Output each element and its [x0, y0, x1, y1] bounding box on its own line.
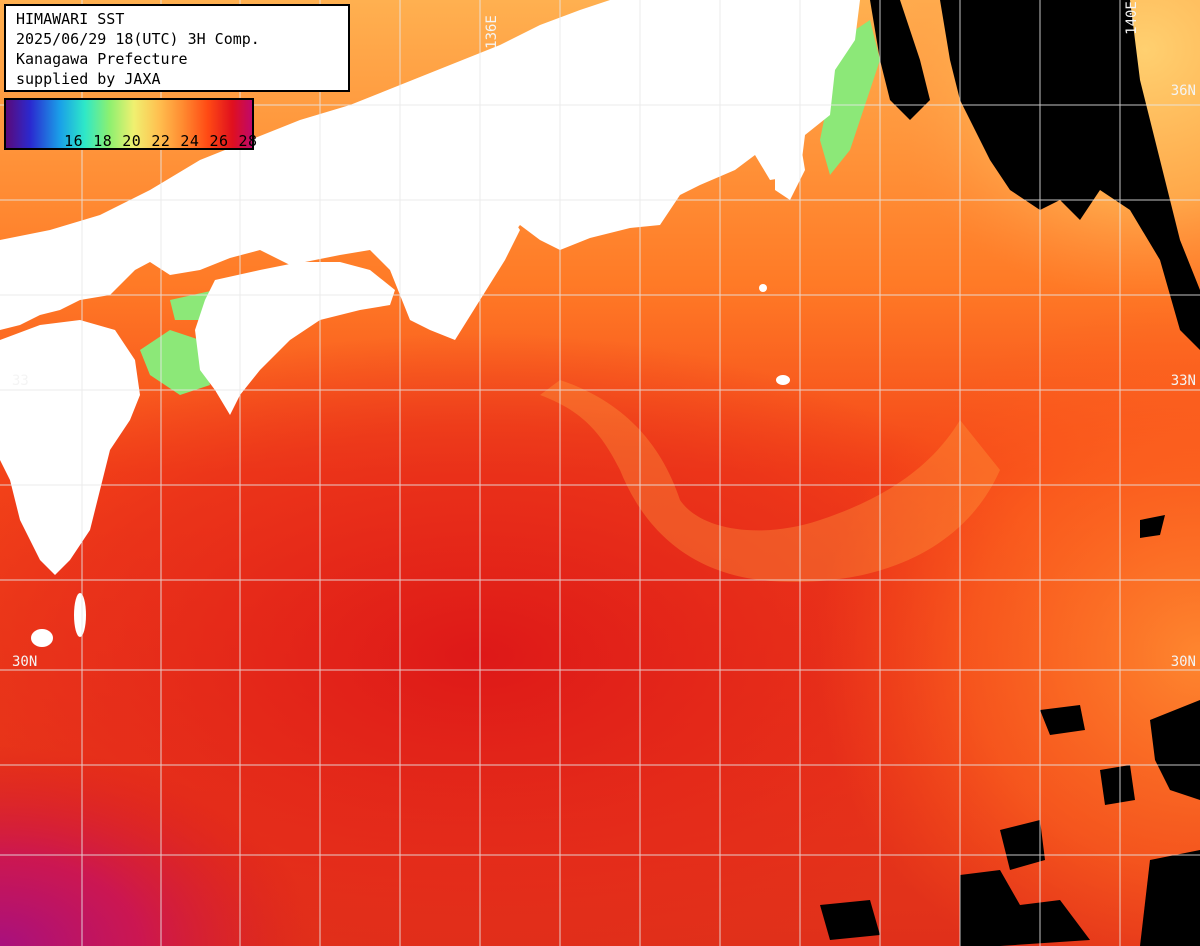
cloud-south-3 — [1140, 850, 1200, 946]
legend-value: 20 — [122, 132, 142, 150]
temperature-legend: 16 18 20 22 24 26 28 — [4, 98, 257, 150]
legend-value: 24 — [180, 132, 200, 150]
legend-value: 26 — [209, 132, 229, 150]
shikoku-land — [195, 262, 395, 415]
cloud-southeast — [1150, 700, 1200, 800]
kuroshio-swirl — [540, 380, 1000, 582]
cloud-south-2 — [960, 870, 1090, 946]
hachijojima-island — [776, 375, 790, 385]
legend-labels: 16 18 20 22 24 26 28 — [26, 114, 268, 168]
lat-label-30-right: 30N — [1171, 654, 1196, 670]
cloud-east-2 — [1140, 515, 1165, 538]
cloud-coast — [870, 0, 930, 120]
timestamp-text: 2025/06/29 18(UTC) 3H Comp. — [16, 30, 260, 48]
awaji-island — [395, 225, 430, 265]
prefecture-text: Kanagawa Prefecture — [16, 50, 188, 68]
lon-label-140: 140E — [1124, 1, 1140, 35]
cloud-east-1 — [1040, 705, 1085, 735]
title-text: HIMAWARI SST — [16, 10, 125, 28]
lat-label-33-right: 33N — [1171, 373, 1196, 389]
kii-peninsula — [420, 195, 520, 340]
info-box: HIMAWARI SST 2025/06/29 18(UTC) 3H Comp.… — [4, 4, 350, 92]
cloud-cover — [820, 0, 1200, 946]
supplier-text: supplied by JAXA — [16, 70, 161, 88]
lat-label-36-right: 36N — [1171, 83, 1196, 99]
cloud-south-4 — [820, 900, 880, 940]
cloud-south-5 — [1100, 765, 1135, 805]
lon-label-136: 136E — [484, 15, 500, 49]
honshu-land — [0, 0, 860, 330]
legend-value: 28 — [238, 132, 258, 150]
yakushima-island — [31, 629, 53, 647]
small-island — [759, 284, 767, 292]
land — [0, 0, 860, 647]
cloud-south-1 — [1000, 820, 1045, 870]
izu-peninsula — [775, 140, 805, 200]
legend-value: 22 — [151, 132, 171, 150]
lat-label-30-left: 30N — [12, 654, 37, 670]
legend-value: 18 — [93, 132, 113, 150]
legend-value: 16 — [64, 132, 84, 150]
lat-label-33-left: 33 — [12, 373, 29, 389]
coastal-cool-water — [140, 20, 880, 395]
cloud-northeast — [940, 0, 1200, 350]
tanegashima-island — [74, 593, 86, 637]
kyushu-land — [0, 320, 140, 575]
